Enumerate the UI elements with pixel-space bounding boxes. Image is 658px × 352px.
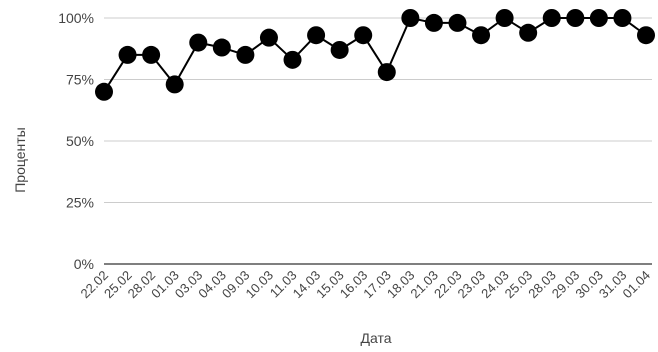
y-tick-label: 25% bbox=[66, 195, 94, 211]
data-point bbox=[283, 50, 302, 69]
x-tick-label: 01.04 bbox=[620, 268, 654, 302]
y-tick-label: 75% bbox=[66, 72, 94, 88]
data-point bbox=[424, 13, 443, 32]
data-point bbox=[401, 9, 420, 27]
data-point bbox=[189, 33, 208, 52]
data-point bbox=[259, 28, 278, 47]
data-point bbox=[637, 26, 655, 45]
series-lines bbox=[103, 17, 647, 93]
data-point bbox=[95, 82, 113, 101]
data-point bbox=[613, 9, 632, 27]
data-point bbox=[142, 45, 161, 64]
data-points bbox=[95, 9, 655, 101]
y-tick-label: 0% bbox=[74, 256, 94, 272]
data-point bbox=[495, 9, 514, 27]
x-tick-labels: 22.0225.0228.0201.0303.0304.0309.0310.03… bbox=[78, 268, 654, 302]
data-point bbox=[330, 40, 349, 59]
y-axis-label: Проценты bbox=[12, 127, 28, 193]
y-tick-label: 50% bbox=[66, 133, 94, 149]
data-point bbox=[236, 45, 255, 64]
data-point bbox=[307, 26, 326, 45]
data-point bbox=[472, 26, 491, 45]
data-point bbox=[377, 63, 396, 82]
data-point bbox=[566, 9, 585, 27]
data-point bbox=[589, 9, 608, 27]
data-point bbox=[212, 38, 231, 57]
x-axis-label: Дата bbox=[360, 330, 391, 346]
y-tick-label: 100% bbox=[58, 10, 94, 26]
data-point bbox=[118, 45, 137, 64]
data-point bbox=[448, 13, 467, 32]
y-tick-labels: 0% 25% 50% 75% 100% bbox=[58, 10, 94, 272]
data-point bbox=[165, 75, 184, 94]
series-line bbox=[103, 17, 647, 93]
gridlines bbox=[104, 17, 652, 265]
data-point bbox=[354, 26, 373, 45]
data-point bbox=[542, 9, 561, 27]
data-point bbox=[519, 23, 538, 42]
